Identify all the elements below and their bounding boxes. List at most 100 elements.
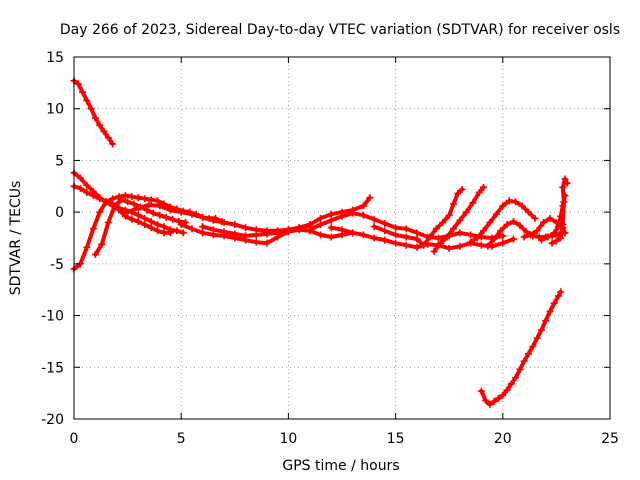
data-series bbox=[477, 288, 565, 409]
y-tick-label: -15 bbox=[41, 360, 64, 376]
data-point bbox=[533, 227, 541, 235]
data-point bbox=[381, 236, 389, 244]
data-point bbox=[499, 232, 507, 240]
data-point bbox=[550, 229, 558, 237]
x-axis-label: GPS time / hours bbox=[282, 458, 399, 474]
data-point bbox=[512, 198, 520, 206]
data-point bbox=[74, 80, 82, 88]
data-point bbox=[505, 197, 513, 205]
data-point bbox=[96, 195, 104, 203]
data-point bbox=[518, 202, 526, 210]
y-tick-label: 0 bbox=[55, 205, 64, 221]
data-point bbox=[499, 391, 507, 399]
data-point bbox=[284, 226, 292, 234]
data-point bbox=[437, 239, 445, 247]
data-point bbox=[546, 214, 554, 222]
data-point bbox=[147, 224, 155, 232]
data-point bbox=[76, 184, 84, 192]
data-point bbox=[141, 195, 149, 203]
data-point bbox=[102, 198, 110, 206]
data-point bbox=[134, 194, 142, 202]
data-point bbox=[561, 175, 569, 183]
data-point bbox=[79, 88, 87, 96]
data-point bbox=[449, 225, 457, 233]
data-point bbox=[510, 235, 518, 243]
data-point bbox=[529, 343, 537, 351]
data-point bbox=[263, 239, 271, 247]
data-point bbox=[546, 307, 554, 315]
data-point bbox=[327, 210, 335, 218]
data-point bbox=[76, 174, 84, 182]
data-point bbox=[563, 179, 571, 187]
data-point bbox=[366, 194, 374, 202]
data-point bbox=[231, 221, 239, 229]
data-point bbox=[327, 216, 335, 224]
data-point bbox=[445, 211, 453, 219]
data-point bbox=[370, 215, 378, 223]
x-tick-label: 0 bbox=[70, 431, 79, 447]
data-point bbox=[252, 231, 260, 239]
y-tick-label: -20 bbox=[41, 412, 64, 428]
x-axis: 0 5 10 15 20 25 bbox=[70, 57, 619, 447]
data-point bbox=[209, 226, 217, 234]
data-point bbox=[370, 234, 378, 242]
data-point bbox=[143, 206, 151, 214]
data-point bbox=[456, 216, 464, 224]
data-series bbox=[306, 209, 507, 242]
data-point bbox=[169, 215, 177, 223]
series-trace bbox=[72, 78, 115, 146]
data-point bbox=[542, 317, 550, 325]
data-point bbox=[130, 200, 138, 208]
data-point bbox=[469, 199, 477, 207]
plot-frame bbox=[73, 56, 611, 420]
data-point bbox=[160, 223, 168, 231]
data-point bbox=[173, 227, 181, 235]
data-point bbox=[477, 387, 485, 395]
data-series bbox=[199, 194, 374, 240]
data-point bbox=[327, 233, 335, 241]
data-point bbox=[419, 241, 427, 249]
data-point bbox=[121, 212, 129, 220]
data-point bbox=[443, 233, 451, 241]
plot-area bbox=[70, 77, 571, 409]
data-point bbox=[439, 218, 447, 226]
series-trace bbox=[72, 199, 173, 271]
data-point bbox=[497, 227, 505, 235]
data-point bbox=[495, 394, 503, 402]
data-point bbox=[359, 211, 367, 219]
data-point bbox=[467, 231, 475, 239]
data-point bbox=[154, 221, 162, 229]
data-point bbox=[486, 218, 494, 226]
data-point bbox=[104, 218, 112, 226]
data-point bbox=[482, 396, 490, 404]
data-point bbox=[115, 204, 123, 212]
data-point bbox=[349, 209, 357, 217]
data-point bbox=[177, 208, 185, 216]
data-point bbox=[141, 214, 149, 222]
data-point bbox=[147, 217, 155, 225]
data-point bbox=[510, 217, 518, 225]
data-point bbox=[166, 226, 174, 234]
data-point bbox=[413, 243, 421, 251]
data-point bbox=[104, 134, 112, 142]
data-series bbox=[70, 77, 117, 148]
data-series bbox=[370, 185, 466, 249]
data-point bbox=[381, 220, 389, 228]
data-point bbox=[527, 231, 535, 239]
data-point bbox=[499, 239, 507, 247]
data-point bbox=[492, 210, 500, 218]
data-point bbox=[490, 235, 498, 243]
data-point bbox=[199, 229, 207, 237]
series-trace bbox=[479, 289, 563, 407]
data-point bbox=[338, 226, 346, 234]
data-point bbox=[128, 193, 136, 201]
data-point bbox=[499, 202, 507, 210]
data-point bbox=[520, 233, 528, 241]
series-trace bbox=[432, 185, 486, 254]
data-point bbox=[220, 228, 228, 236]
data-point bbox=[134, 204, 142, 212]
x-tick-label: 10 bbox=[279, 431, 297, 447]
data-point bbox=[550, 299, 558, 307]
data-point bbox=[179, 229, 187, 237]
